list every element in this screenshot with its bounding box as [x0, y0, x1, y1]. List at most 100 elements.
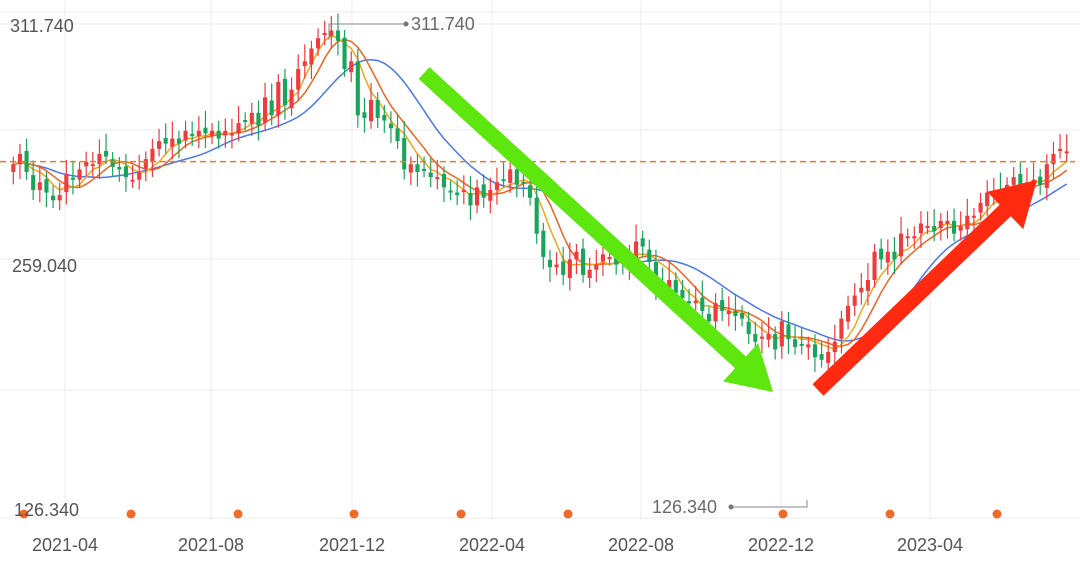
candle [402, 121, 407, 180]
candle [229, 118, 234, 149]
candle [77, 161, 82, 188]
candle-body [759, 336, 764, 339]
candle [435, 160, 440, 190]
candle [720, 287, 725, 321]
candle [302, 44, 307, 79]
candle-body [826, 352, 831, 363]
max-annotation-dot [403, 21, 409, 27]
x-axis-tick-label: 2021-12 [319, 535, 385, 555]
candle [163, 123, 168, 154]
candle-body [501, 179, 506, 182]
candle-body [243, 120, 248, 123]
candle [210, 123, 215, 145]
candle [90, 151, 95, 178]
candle-body [687, 301, 692, 304]
candle-body [475, 187, 480, 206]
x-axis-tick-label: 2023-04 [897, 535, 963, 555]
candle-body [349, 61, 354, 73]
candle [746, 311, 751, 345]
candle [349, 51, 354, 83]
event-marker-dot [778, 509, 788, 519]
candle-body [812, 344, 817, 358]
candle [985, 180, 990, 216]
candle-body [468, 193, 473, 206]
candle [932, 209, 937, 242]
candle [952, 208, 957, 242]
candle [740, 305, 745, 327]
candle [793, 324, 798, 355]
candle-body [276, 81, 281, 116]
candle [143, 151, 148, 182]
candle [17, 143, 22, 179]
candle [70, 160, 75, 195]
candle [541, 222, 546, 270]
candle [150, 138, 155, 177]
uptrend-arrow [812, 180, 1037, 396]
candle [362, 97, 367, 133]
candle [581, 238, 586, 283]
candle [872, 244, 877, 288]
candle [839, 310, 844, 354]
candle-body [448, 190, 453, 193]
candle-body [369, 99, 374, 122]
candle [494, 167, 499, 205]
candle [488, 177, 493, 214]
candle-body [839, 318, 844, 339]
candle-body [958, 226, 963, 231]
candle-body [528, 185, 533, 198]
candle [700, 280, 705, 324]
candle-body [24, 150, 29, 172]
candle [183, 120, 188, 149]
candle [574, 244, 579, 275]
candle-body [581, 248, 586, 275]
candle [441, 166, 446, 203]
candle [256, 100, 261, 141]
candle [1051, 141, 1056, 179]
candle-body [726, 310, 731, 315]
event-marker-dot [885, 509, 895, 519]
candle [24, 138, 29, 180]
candle-body [607, 256, 612, 259]
candle-body [766, 334, 771, 340]
candle-body [388, 123, 393, 129]
candle [501, 162, 506, 188]
candle-body [84, 161, 89, 167]
candle [726, 296, 731, 327]
candle-body [362, 112, 367, 118]
candle [296, 54, 301, 100]
event-marker-dot [992, 509, 1002, 519]
candle-body [375, 99, 380, 118]
candle-body [355, 61, 360, 116]
candle-body [395, 128, 400, 142]
candle-body [90, 164, 95, 167]
candle-body [302, 61, 307, 66]
event-marker-dot [233, 509, 243, 519]
candle-body [44, 179, 49, 193]
candle-body [786, 324, 791, 340]
candle-body [97, 153, 102, 165]
candle-body [753, 334, 758, 342]
candle-body [859, 287, 864, 293]
candle [859, 273, 864, 305]
candle-body [594, 264, 599, 270]
candle [322, 20, 327, 46]
candle-body [342, 37, 347, 70]
candle [236, 106, 241, 142]
candle-body [985, 192, 990, 206]
candle-body [653, 262, 658, 286]
candle [57, 182, 62, 211]
candle-body [640, 238, 645, 247]
candle-body [455, 192, 460, 196]
candle-body [170, 138, 175, 147]
candle [157, 128, 162, 157]
candle [905, 228, 910, 247]
candle [806, 336, 811, 360]
x-axis-tick-label: 2021-04 [32, 535, 98, 555]
candle-body [567, 259, 572, 278]
candle-body [918, 223, 923, 234]
candle [110, 151, 115, 177]
candle [965, 198, 970, 242]
candle [534, 180, 539, 244]
candle-body [422, 168, 427, 171]
candle-body [402, 138, 407, 170]
